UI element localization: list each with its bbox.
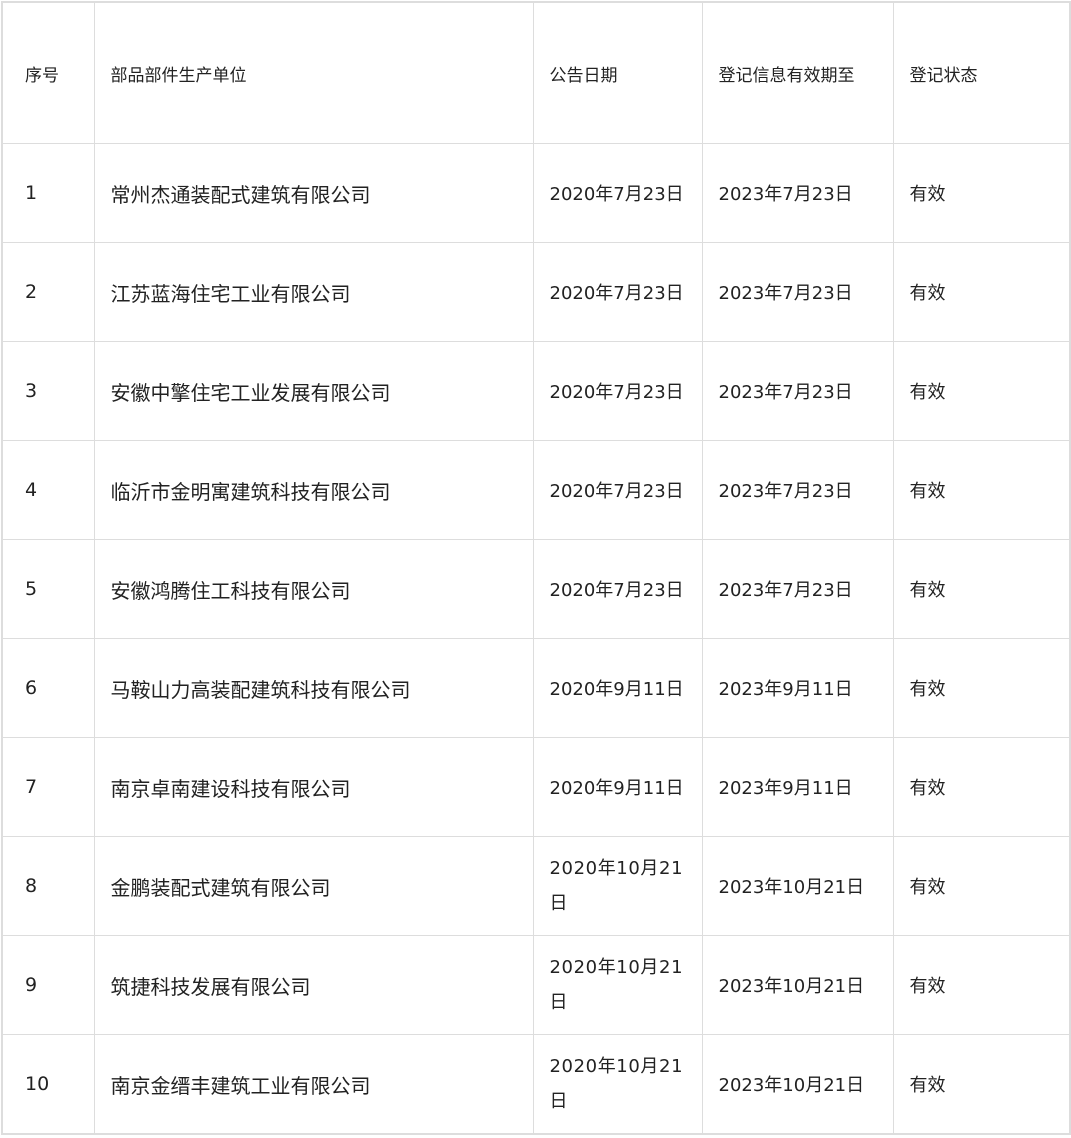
- cell-company: 常州杰通装配式建筑有限公司: [93, 143, 534, 243]
- cell-company: 南京金缙丰建筑工业有限公司: [93, 1034, 534, 1135]
- cell-announce-date: 2020年9月11日: [532, 638, 703, 738]
- cell-company: 金鹏装配式建筑有限公司: [93, 836, 534, 936]
- cell-status: 有效: [892, 242, 1071, 342]
- cell-announce-date: 2020年10月21日: [532, 836, 703, 936]
- cell-index: 3: [1, 341, 95, 441]
- announce-date-text: 2020年10月21日: [549, 858, 684, 914]
- cell-index: 10: [1, 1034, 95, 1135]
- table-row: 4 临沂市金明寓建筑科技有限公司 2020年7月23日 2023年7月23日 有效: [1, 440, 1071, 540]
- cell-valid-until: 2023年10月21日: [701, 935, 894, 1035]
- cell-company: 筑捷科技发展有限公司: [93, 935, 534, 1035]
- cell-company: 临沂市金明寓建筑科技有限公司: [93, 440, 534, 540]
- table-row: 7 南京卓南建设科技有限公司 2020年9月11日 2023年9月11日 有效: [1, 737, 1071, 837]
- cell-status: 有效: [892, 440, 1071, 540]
- cell-index: 9: [1, 935, 95, 1035]
- cell-announce-date: 2020年7月23日: [532, 539, 703, 639]
- cell-index: 8: [1, 836, 95, 936]
- cell-company: 安徽鸿腾住工科技有限公司: [93, 539, 534, 639]
- header-status: 登记状态: [892, 1, 1071, 144]
- table-row: 9 筑捷科技发展有限公司 2020年10月21日 2023年10月21日 有效: [1, 935, 1071, 1035]
- cell-valid-until: 2023年7月23日: [701, 539, 894, 639]
- cell-index: 5: [1, 539, 95, 639]
- cell-announce-date: 2020年9月11日: [532, 737, 703, 837]
- cell-status: 有效: [892, 1034, 1071, 1135]
- cell-announce-date: 2020年7月23日: [532, 242, 703, 342]
- cell-announce-date: 2020年10月21日: [532, 1034, 703, 1135]
- cell-valid-until: 2023年10月21日: [701, 1034, 894, 1135]
- header-company: 部品部件生产单位: [93, 1, 534, 144]
- cell-index: 7: [1, 737, 95, 837]
- announce-date-text: 2020年10月21日: [549, 957, 684, 1013]
- cell-status: 有效: [892, 836, 1071, 936]
- header-valid-until: 登记信息有效期至: [701, 1, 894, 144]
- cell-company: 马鞍山力高装配建筑科技有限公司: [93, 638, 534, 738]
- cell-index: 1: [1, 143, 95, 243]
- table-row: 5 安徽鸿腾住工科技有限公司 2020年7月23日 2023年7月23日 有效: [1, 539, 1071, 639]
- cell-index: 2: [1, 242, 95, 342]
- cell-valid-until: 2023年7月23日: [701, 440, 894, 540]
- cell-company: 安徽中擎住宅工业发展有限公司: [93, 341, 534, 441]
- cell-announce-date: 2020年7月23日: [532, 143, 703, 243]
- table-row: 1 常州杰通装配式建筑有限公司 2020年7月23日 2023年7月23日 有效: [1, 143, 1071, 243]
- cell-status: 有效: [892, 638, 1071, 738]
- cell-valid-until: 2023年9月11日: [701, 638, 894, 738]
- cell-company: 南京卓南建设科技有限公司: [93, 737, 534, 837]
- cell-valid-until: 2023年7月23日: [701, 143, 894, 243]
- cell-status: 有效: [892, 341, 1071, 441]
- cell-status: 有效: [892, 539, 1071, 639]
- table-row: 8 金鹏装配式建筑有限公司 2020年10月21日 2023年10月21日 有效: [1, 836, 1071, 936]
- cell-valid-until: 2023年7月23日: [701, 341, 894, 441]
- announce-date-text: 2020年10月21日: [549, 1056, 684, 1112]
- cell-status: 有效: [892, 737, 1071, 837]
- header-announce-date: 公告日期: [532, 1, 703, 144]
- cell-valid-until: 2023年9月11日: [701, 737, 894, 837]
- table-row: 6 马鞍山力高装配建筑科技有限公司 2020年9月11日 2023年9月11日 有效: [1, 638, 1071, 738]
- cell-index: 4: [1, 440, 95, 540]
- cell-announce-date: 2020年10月21日: [532, 935, 703, 1035]
- table-row: 2 江苏蓝海住宅工业有限公司 2020年7月23日 2023年7月23日 有效: [1, 242, 1071, 342]
- cell-valid-until: 2023年7月23日: [701, 242, 894, 342]
- cell-valid-until: 2023年10月21日: [701, 836, 894, 936]
- cell-index: 6: [1, 638, 95, 738]
- table-header-row: 序号 部品部件生产单位 公告日期 登记信息有效期至 登记状态: [1, 1, 1071, 144]
- table-row: 3 安徽中擎住宅工业发展有限公司 2020年7月23日 2023年7月23日 有效: [1, 341, 1071, 441]
- cell-company: 江苏蓝海住宅工业有限公司: [93, 242, 534, 342]
- cell-announce-date: 2020年7月23日: [532, 341, 703, 441]
- cell-announce-date: 2020年7月23日: [532, 440, 703, 540]
- cell-status: 有效: [892, 935, 1071, 1035]
- table-row: 10 南京金缙丰建筑工业有限公司 2020年10月21日 2023年10月21日 有效: [1, 1034, 1071, 1135]
- cell-status: 有效: [892, 143, 1071, 243]
- header-index: 序号: [1, 1, 95, 144]
